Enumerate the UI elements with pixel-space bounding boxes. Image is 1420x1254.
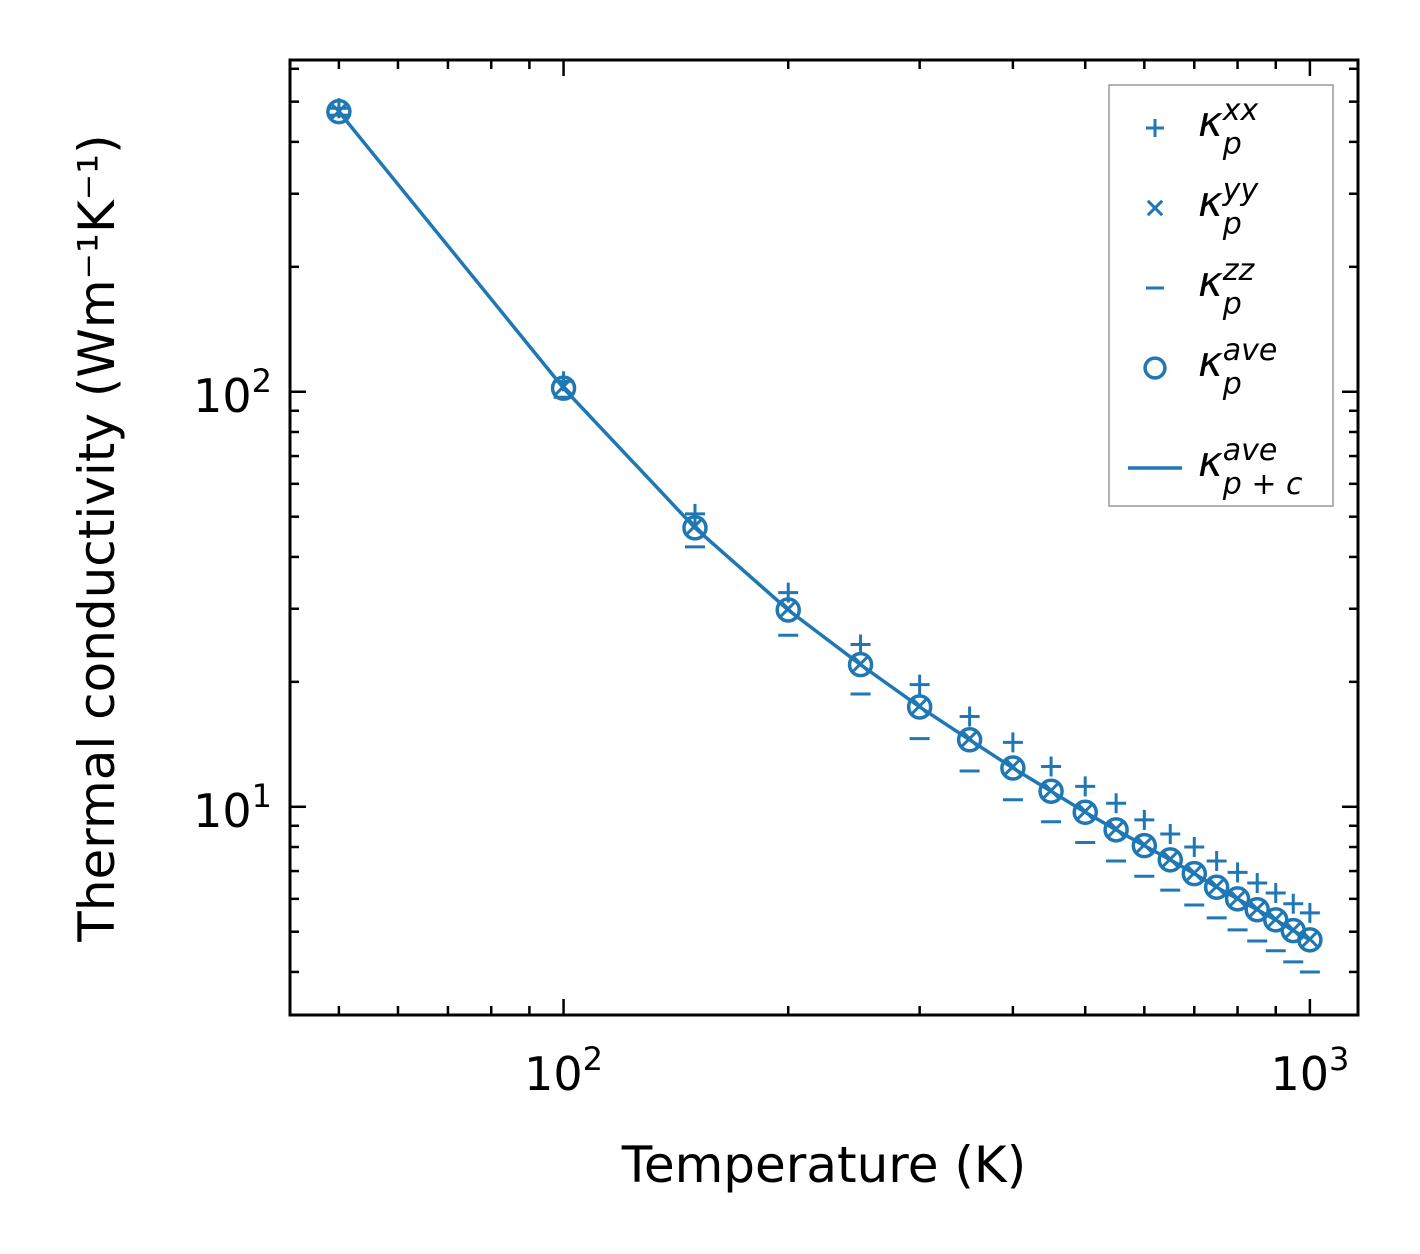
x-tick-label: 102 (524, 1040, 603, 1101)
data-point-plus (1106, 793, 1127, 814)
tick-labels: 102 103 101 102 (193, 362, 1349, 1101)
data-point-plus (1247, 873, 1268, 894)
data-point-plus (1134, 809, 1155, 830)
legend-frame (1108, 84, 1334, 507)
data-point-circle (1038, 778, 1064, 804)
series-line-p-plus-c-ave (337, 110, 1311, 942)
data-point-circle (550, 375, 577, 401)
legend-marker-x-icon (1146, 199, 1164, 217)
data-point-plus (1283, 893, 1304, 914)
legend-label: κpzz (1198, 253, 1256, 322)
data-point-circle (956, 727, 983, 753)
legend-label: κpave (1198, 333, 1277, 402)
data-point-circle (1157, 847, 1184, 873)
y-tick-label: 101 (193, 777, 272, 838)
data-point-circle (775, 597, 801, 623)
series-zz-2 (328, 113, 1320, 974)
data-point-circle (1224, 886, 1251, 912)
data-point-plus (1265, 882, 1286, 903)
legend-entry-ave: κp + cave (1128, 433, 1303, 502)
data-point-circle (1000, 755, 1026, 781)
data-point-circle (906, 694, 933, 720)
data-point-circle (1297, 927, 1323, 953)
data-point-plus (1184, 837, 1205, 858)
data-point-plus (909, 674, 930, 695)
series-xx-0 (328, 98, 1320, 923)
series-ave-3 (326, 98, 1323, 953)
legend-entry-yy: κpyy (1146, 173, 1260, 242)
data-point-circle (326, 98, 352, 125)
data-point-circle (1203, 874, 1230, 900)
axis-ticks (290, 60, 1358, 1015)
data-point-circle (1103, 817, 1129, 843)
data-point-plus (1299, 902, 1320, 923)
data-point-plus (959, 706, 980, 727)
plot-marks (326, 98, 1323, 974)
plot-frame (288, 58, 1360, 1017)
data-point-plus (684, 503, 705, 524)
data-point-plus (1160, 823, 1181, 844)
legend: κpxx κpyy κpzz κpave κp + cave (1108, 84, 1334, 507)
y-axis-label: Thermal conductivity (Wm⁻¹K⁻¹) (68, 134, 126, 942)
x-tick-label: 103 (1270, 1040, 1349, 1101)
legend-entry-ave: κpave (1143, 333, 1277, 402)
data-point-circle (847, 651, 874, 678)
legend-label: κp + cave (1198, 433, 1303, 502)
series-ave-4 (337, 110, 1311, 942)
legend-label: κpxx (1198, 93, 1259, 162)
data-point-circle (1131, 832, 1158, 859)
legend-entry-xx: κpxx (1146, 93, 1259, 162)
data-point-circle (682, 515, 708, 541)
data-point-circle (1072, 799, 1098, 826)
data-point-plus (1075, 776, 1096, 797)
legend-marker-plus-icon (1146, 119, 1164, 137)
data-point-plus (1002, 732, 1023, 753)
legend-label: κpyy (1198, 173, 1260, 242)
data-point-plus (1227, 862, 1248, 883)
data-point-plus (850, 634, 871, 655)
legend-marker-circle-icon (1143, 356, 1167, 380)
y-tick-label: 102 (193, 362, 272, 423)
data-point-plus (1041, 756, 1062, 777)
data-point-circle (1181, 860, 1208, 887)
data-point-plus (1206, 851, 1227, 872)
legend-entry-zz: κpzz (1146, 253, 1256, 322)
x-axis-label: Temperature (K) (621, 1136, 1026, 1194)
